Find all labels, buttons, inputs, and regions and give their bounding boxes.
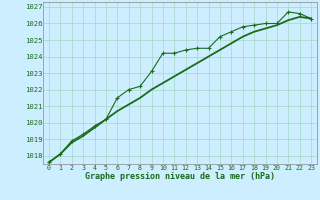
X-axis label: Graphe pression niveau de la mer (hPa): Graphe pression niveau de la mer (hPa) [85,172,275,181]
